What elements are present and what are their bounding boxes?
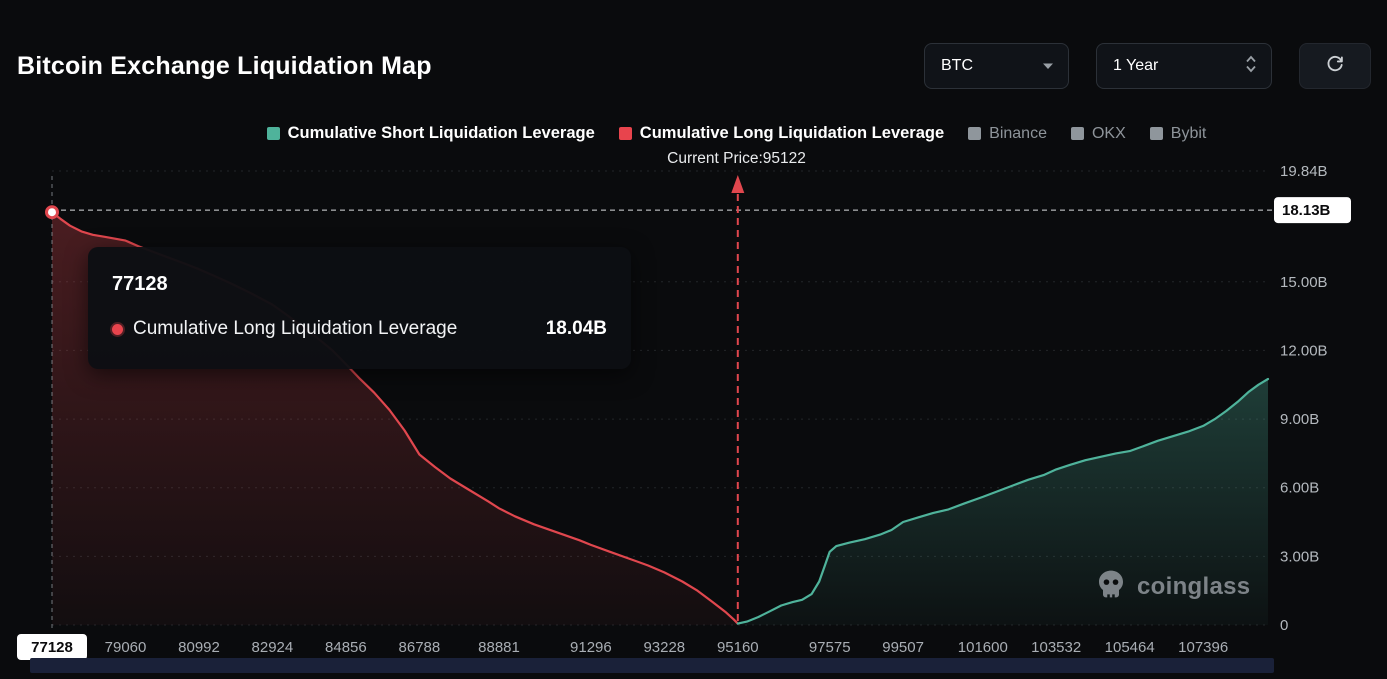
symbol-select[interactable]: BTC: [924, 43, 1069, 89]
x-crosshair-badge: [17, 634, 87, 660]
range-select[interactable]: 1 Year: [1096, 43, 1272, 89]
legend-swatch-icon: [968, 127, 982, 140]
y-crosshair-badge-label: 18.13B: [1282, 202, 1331, 219]
tooltip-series-row: Cumulative Long Liquidation Leverage 18.…: [112, 318, 607, 340]
header: Bitcoin Exchange Liquidation Map BTC 1 Y…: [17, 43, 1371, 89]
refresh-icon: [1324, 53, 1346, 80]
header-controls: BTC 1 Year: [924, 43, 1371, 89]
watermark-text: coinglass: [1137, 572, 1251, 600]
x-axis-label: 80992: [178, 639, 220, 656]
legend-label: Binance: [989, 124, 1047, 142]
x-axis-label: 77128: [31, 639, 73, 656]
y-axis-label: 19.84B: [1280, 163, 1328, 180]
y-axis-label: 3.00B: [1280, 548, 1319, 565]
x-axis-label: 101600: [958, 639, 1008, 656]
legend-swatch-icon: [266, 127, 280, 140]
legend-item-cumulative-short-liquidation-leverage[interactable]: Cumulative Short Liquidation Leverage: [266, 124, 595, 143]
y-axis-label: 9.00B: [1280, 411, 1319, 428]
legend-label: Bybit: [1170, 124, 1207, 142]
symbol-select-value: BTC: [941, 57, 973, 74]
legend-label: OKX: [1091, 124, 1126, 142]
watermark: coinglass: [1095, 568, 1250, 605]
x-axis-label: 93228: [643, 639, 685, 656]
tooltip-series-value: 18.04B: [545, 318, 607, 339]
current-price-arrow-icon: [731, 175, 745, 193]
x-axis-label: 97575: [809, 639, 851, 656]
x-axis-label: 107396: [1178, 639, 1228, 656]
series-area-1: [737, 379, 1268, 625]
y-crosshair-badge: [1274, 197, 1351, 224]
refresh-button[interactable]: [1299, 43, 1371, 89]
coinglass-logo-icon: [1095, 568, 1127, 605]
legend-item-bybit[interactable]: Bybit: [1149, 124, 1207, 143]
x-axis-label: 91296: [570, 639, 612, 656]
legend-swatch-icon: [618, 127, 632, 140]
legend-swatch-icon: [1149, 127, 1163, 140]
legend-swatch-icon: [1070, 127, 1084, 140]
legend-item-binance[interactable]: Binance: [968, 125, 1047, 143]
legend: Cumulative Short Liquidation Leverage Cum…: [86, 124, 1387, 143]
tooltip-x-value: 77128: [112, 273, 168, 295]
y-axis-label: 0: [1280, 617, 1288, 634]
x-axis-label: 82924: [252, 639, 294, 656]
legend-wrap: Cumulative Short Liquidation Leverage Cum…: [0, 124, 1387, 168]
hover-point-marker: [45, 205, 59, 220]
spinner-arrows-icon: [1245, 54, 1257, 79]
x-axis-label: 79060: [105, 639, 147, 656]
x-axis-label: 105464: [1105, 639, 1155, 656]
timeline-navigator[interactable]: [30, 658, 1274, 673]
x-axis-label: 86788: [399, 639, 441, 656]
chart-tooltip: 77128 Cumulative Long Liquidation Levera…: [88, 247, 631, 369]
legend-item-okx[interactable]: OKX: [1070, 124, 1126, 143]
y-axis-label: 12.00B: [1280, 342, 1328, 359]
legend-label: Cumulative Long Liquidation Leverage: [639, 124, 945, 142]
current-price-label: Current Price:95122: [667, 150, 806, 167]
x-axis-label: 88881: [478, 639, 520, 656]
series-line-1: [736, 377, 1270, 625]
chevron-down-icon: [1042, 57, 1054, 75]
x-axis-label: 103532: [1031, 639, 1081, 656]
y-axis-label: 15.00B: [1280, 274, 1328, 291]
legend-label: Cumulative Short Liquidation Leverage: [287, 124, 595, 142]
x-axis-label: 99507: [882, 639, 924, 656]
x-axis-label: 95160: [717, 639, 759, 656]
x-axis-label: 84856: [325, 639, 367, 656]
legend-item-cumulative-long-liquidation-leverage[interactable]: Cumulative Long Liquidation Leverage: [618, 124, 945, 143]
tooltip-series-label: Cumulative Long Liquidation Leverage: [133, 318, 458, 339]
range-select-value: 1 Year: [1113, 57, 1159, 74]
tooltip-series-dot-icon: [112, 323, 123, 335]
page-title: Bitcoin Exchange Liquidation Map: [17, 51, 432, 80]
y-axis-label: 6.00B: [1280, 480, 1319, 497]
